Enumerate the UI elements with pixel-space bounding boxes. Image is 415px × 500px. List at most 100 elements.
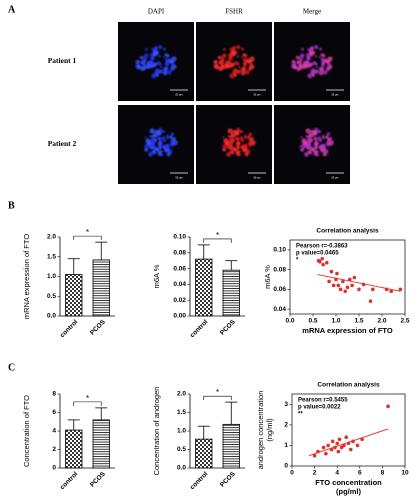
point	[350, 283, 354, 288]
cell	[220, 65, 225, 70]
cells	[135, 45, 177, 79]
cell	[329, 142, 333, 147]
y-tick-label: 2.0	[177, 391, 186, 398]
cell	[169, 135, 173, 139]
cell	[230, 62, 235, 67]
x-axis-label: mRNA expression of FTO	[302, 326, 393, 335]
bar	[195, 438, 213, 469]
bar	[92, 259, 110, 317]
cell	[321, 63, 325, 67]
cells	[291, 45, 333, 79]
y-tick-label: 0.5	[47, 293, 56, 300]
bar	[222, 423, 240, 469]
point	[321, 445, 326, 450]
cell	[236, 45, 241, 50]
cell	[221, 145, 225, 148]
significance-bracket	[73, 235, 102, 241]
cell	[325, 135, 329, 139]
cell	[150, 138, 155, 143]
cell	[291, 59, 296, 65]
cell	[165, 63, 169, 67]
cell	[225, 64, 230, 69]
cell	[314, 137, 318, 142]
cell	[246, 58, 249, 61]
annotation: Pearson r=-0.3863	[296, 244, 348, 250]
cell	[165, 53, 170, 58]
microscopy: DAPI FSHR Merge Patient 1 50 μm 50 μm 50 μm Pat…	[48, 8, 350, 184]
cell	[292, 64, 298, 70]
cell	[314, 146, 318, 150]
x-tick-label: 0.0	[285, 318, 294, 325]
micrograph	[274, 105, 350, 184]
cell	[147, 64, 152, 69]
cell	[166, 152, 171, 157]
x-tick-label: control	[59, 319, 80, 340]
point	[384, 287, 389, 292]
cell	[321, 53, 326, 58]
cell	[151, 54, 154, 58]
cell	[143, 145, 147, 148]
point	[357, 287, 361, 292]
point	[398, 287, 403, 292]
cell	[313, 134, 316, 137]
x-tick-label: PCOS	[219, 318, 237, 336]
cell	[319, 47, 322, 51]
scale-bar-label: 50 μm	[176, 177, 183, 180]
cell	[236, 137, 240, 142]
cell	[152, 62, 157, 67]
cell	[162, 145, 166, 149]
cell	[251, 142, 255, 147]
cell	[160, 150, 163, 153]
cell	[307, 73, 313, 79]
significance-label: *	[216, 231, 219, 240]
cell	[240, 138, 245, 143]
cell	[154, 130, 157, 133]
significance-label: *	[86, 394, 89, 403]
cell	[305, 135, 308, 138]
cell	[248, 132, 253, 136]
cell	[162, 138, 167, 143]
cell	[234, 74, 237, 77]
cell	[170, 59, 173, 63]
cell	[222, 59, 225, 62]
point	[324, 451, 328, 456]
cell	[236, 127, 241, 132]
cell	[167, 70, 172, 75]
cell	[157, 152, 162, 156]
y-tick-label: 8	[52, 391, 56, 398]
cell	[224, 141, 229, 146]
cell	[300, 59, 303, 62]
cells	[299, 127, 334, 157]
cell	[326, 132, 331, 136]
cell	[299, 53, 305, 59]
y-tick-label: 0	[284, 463, 288, 470]
cell	[166, 147, 169, 150]
y-tick-label: 0.0	[177, 465, 186, 472]
cell	[304, 151, 309, 157]
point	[361, 282, 366, 287]
cell	[158, 55, 161, 58]
cell	[245, 70, 250, 75]
point	[342, 443, 346, 448]
cell	[307, 48, 311, 51]
x-tick-label: control	[189, 471, 210, 492]
bar	[65, 429, 83, 469]
cell	[322, 136, 325, 140]
cell	[308, 133, 314, 138]
cell	[313, 152, 318, 156]
y-tick-label: 0	[52, 465, 56, 472]
cell	[158, 137, 162, 142]
y-tick-label: 2.0	[47, 234, 56, 241]
annotation: p value=0.0465	[296, 251, 339, 257]
cell	[161, 130, 164, 133]
cell	[243, 53, 248, 58]
significance-bracket	[73, 401, 102, 406]
y-tick-label: 4	[52, 428, 56, 435]
cell	[162, 70, 168, 76]
y-tick-label: 0.5	[177, 446, 186, 453]
cell	[233, 147, 237, 152]
plot-frame	[291, 393, 406, 467]
cell	[217, 55, 222, 60]
panel-label: C	[8, 362, 15, 373]
x-tick-label: PCOS	[89, 470, 107, 488]
